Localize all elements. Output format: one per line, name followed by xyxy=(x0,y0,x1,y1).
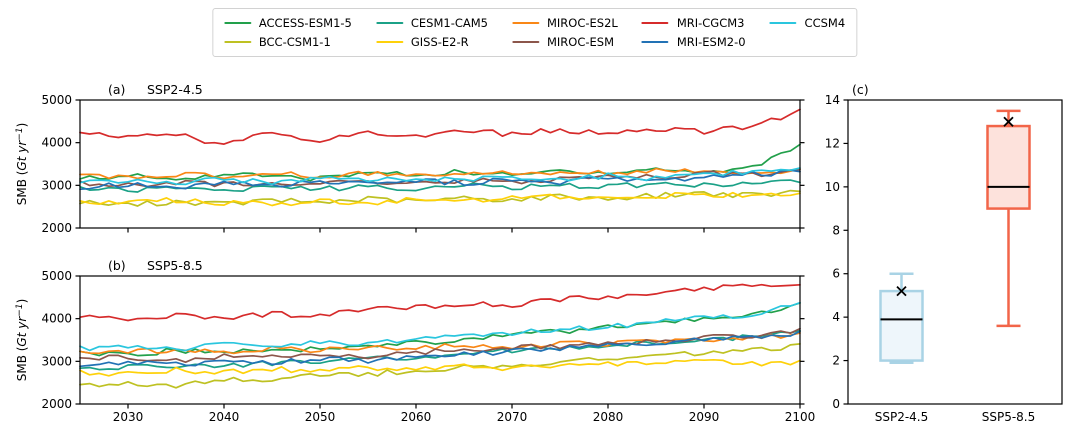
legend-label: GISS-E2-R xyxy=(410,35,469,49)
series-line-MRI-CGCM3 xyxy=(79,108,801,145)
y-tick-label: 3000 xyxy=(41,178,72,192)
legend-line-swatch xyxy=(769,21,797,25)
panel-b-title: SSP5-8.5 xyxy=(147,258,203,273)
series-line-MRI-ESM2-0 xyxy=(79,169,801,191)
legend-label: MIROC-ESM xyxy=(546,35,615,49)
box-SSP5-8.5 xyxy=(986,124,1031,210)
x-tick-label: 2050 xyxy=(305,410,336,424)
y-tick-label: 12 xyxy=(825,136,840,150)
x-tick-label: 2080 xyxy=(593,410,624,424)
legend-line-swatch xyxy=(641,21,669,25)
legend-line-swatch xyxy=(223,21,251,25)
y-tick-label: 6 xyxy=(832,267,840,281)
box-SSP2-4.5 xyxy=(879,289,924,362)
x-tick-label: 2040 xyxy=(209,410,240,424)
legend-item: ACCESS-ESM1-5 xyxy=(223,15,352,31)
y-tick-label: 10 xyxy=(825,180,840,194)
series-line-BCC-CSM1-1 xyxy=(79,189,801,207)
legend-label: CCSM4 xyxy=(804,16,846,30)
y-tick-label: 14 xyxy=(825,93,840,107)
series-line-MRI-CGCM3 xyxy=(79,283,801,322)
panel-a-frame xyxy=(79,99,801,229)
y-tick-label: 8 xyxy=(832,223,840,237)
legend-item: CESM1-CAM5 xyxy=(375,15,488,31)
legend-item: BCC-CSM1-1 xyxy=(223,34,352,50)
y-tick-label: 0 xyxy=(832,397,840,411)
y-tick-label: 4000 xyxy=(41,312,72,326)
panel-a-title: SSP2-4.5 xyxy=(147,82,203,97)
series-line-CCSM4 xyxy=(79,167,801,186)
y-tick-label: 2 xyxy=(832,354,840,368)
series-line-BCC-CSM1-1 xyxy=(79,343,801,389)
series-line-GISS-E2-R xyxy=(79,358,801,377)
legend-item: GISS-E2-R xyxy=(375,34,488,50)
series-line-GISS-E2-R xyxy=(79,191,801,207)
legend-label: CESM1-CAM5 xyxy=(410,16,488,30)
series-line-CESM1-CAM5 xyxy=(79,179,801,193)
x-category-label: SSP5-8.5 xyxy=(982,410,1036,424)
y-tick-label: 4000 xyxy=(41,136,72,150)
legend-label: MRI-CGCM3 xyxy=(676,16,745,30)
series-line-MIROC-ES2L xyxy=(79,332,801,355)
series-line-ACCESS-ESM1-5 xyxy=(79,302,801,357)
legend-label: BCC-CSM1-1 xyxy=(258,35,331,49)
x-tick-label: 2060 xyxy=(401,410,432,424)
mean-marker xyxy=(896,285,907,297)
series-line-CCSM4 xyxy=(79,301,801,352)
panel-c-label: (c) xyxy=(852,82,869,97)
legend-label: MRI-ESM2-0 xyxy=(676,35,746,49)
x-tick-label: 2070 xyxy=(497,410,528,424)
series-line-MIROC-ES2L xyxy=(79,167,801,180)
series-line-MRI-ESM2-0 xyxy=(79,330,801,368)
x-tick-label: 2090 xyxy=(689,410,720,424)
y-tick-label: 5000 xyxy=(41,93,72,107)
legend-line-swatch xyxy=(511,21,539,25)
legend-line-swatch xyxy=(641,40,669,44)
legend-item: MRI-CGCM3 xyxy=(641,15,746,31)
mean-marker xyxy=(1003,116,1014,127)
y-tick-label: 3000 xyxy=(41,354,72,368)
legend-line-swatch xyxy=(375,21,403,25)
x-tick-label: 2100 xyxy=(785,410,816,424)
legend-label: MIROC-ES2L xyxy=(546,16,618,30)
y-tick-label: 5000 xyxy=(41,269,72,283)
y-tick-label: 4 xyxy=(832,310,840,324)
legend-item: MRI-ESM2-0 xyxy=(641,34,746,50)
panel-c-frame xyxy=(847,99,1063,405)
panel-b-label: (b) xyxy=(108,258,126,273)
legend-item: CCSM4 xyxy=(769,15,846,31)
legend-item: MIROC-ES2L xyxy=(511,15,618,31)
x-category-label: SSP2-4.5 xyxy=(875,410,929,424)
y-tick-label: 2000 xyxy=(41,397,72,411)
legend-item: MIROC-ESM xyxy=(511,34,618,50)
y-tick-label: 2000 xyxy=(41,221,72,235)
legend-label: ACCESS-ESM1-5 xyxy=(258,16,352,30)
legend-line-swatch xyxy=(223,40,251,44)
panel-a-label: (a) xyxy=(108,82,126,97)
x-tick-label: 2030 xyxy=(113,410,144,424)
legend-line-swatch xyxy=(511,40,539,44)
legend-line-swatch xyxy=(375,40,403,44)
legend-box: ACCESS-ESM1-5 BCC-CSM1-1 CESM1-CAM5 GISS-E2… xyxy=(211,8,858,57)
panel-b-frame xyxy=(79,275,801,405)
